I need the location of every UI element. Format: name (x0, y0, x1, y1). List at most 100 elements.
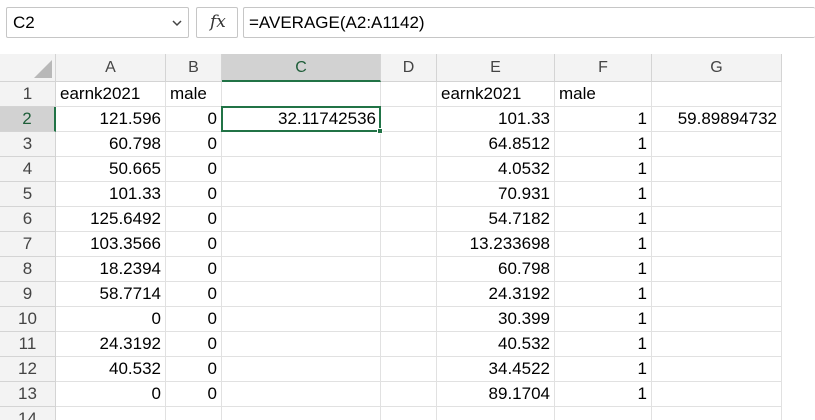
cell-g9[interactable] (652, 282, 782, 307)
cell-g5[interactable] (652, 182, 782, 207)
cell-d7[interactable] (381, 232, 437, 257)
cell-c11[interactable] (222, 332, 381, 357)
cell-c12[interactable] (222, 357, 381, 382)
select-all-button[interactable] (0, 54, 56, 82)
column-header-g[interactable]: G (652, 54, 782, 82)
cell-f9[interactable]: 1 (555, 282, 652, 307)
cell-a14[interactable] (56, 407, 166, 420)
cell-g2[interactable]: 59.89894732 (652, 107, 782, 132)
cell-f10[interactable]: 1 (555, 307, 652, 332)
cell-d12[interactable] (381, 357, 437, 382)
cell-g4[interactable] (652, 157, 782, 182)
cell-g12[interactable] (652, 357, 782, 382)
cell-d1[interactable] (381, 82, 437, 107)
column-header-a[interactable]: A (56, 54, 166, 82)
cell-c6[interactable] (222, 207, 381, 232)
cell-b12[interactable]: 0 (166, 357, 222, 382)
cell-f8[interactable]: 1 (555, 257, 652, 282)
cell-b14[interactable] (166, 407, 222, 420)
cell-c7[interactable] (222, 232, 381, 257)
cell-e14[interactable] (437, 407, 555, 420)
cell-f1[interactable]: male (555, 82, 652, 107)
cell-b7[interactable]: 0 (166, 232, 222, 257)
cell-d6[interactable] (381, 207, 437, 232)
row-header-13[interactable]: 13 (0, 382, 56, 407)
cell-e13[interactable]: 89.1704 (437, 382, 555, 407)
cell-f7[interactable]: 1 (555, 232, 652, 257)
cell-b2[interactable]: 0 (166, 107, 222, 132)
cell-b8[interactable]: 0 (166, 257, 222, 282)
cell-e1[interactable]: earnk2021 (437, 82, 555, 107)
cell-f4[interactable]: 1 (555, 157, 652, 182)
cell-d5[interactable] (381, 182, 437, 207)
cell-g6[interactable] (652, 207, 782, 232)
cell-a7[interactable]: 103.3566 (56, 232, 166, 257)
cell-c8[interactable] (222, 257, 381, 282)
cell-g8[interactable] (652, 257, 782, 282)
cell-c9[interactable] (222, 282, 381, 307)
chevron-down-icon[interactable] (171, 18, 183, 28)
cell-a1[interactable]: earnk2021 (56, 82, 166, 107)
cell-f2[interactable]: 1 (555, 107, 652, 132)
cell-f11[interactable]: 1 (555, 332, 652, 357)
cell-a4[interactable]: 50.665 (56, 157, 166, 182)
cell-c3[interactable] (222, 132, 381, 157)
cell-f3[interactable]: 1 (555, 132, 652, 157)
cell-g3[interactable] (652, 132, 782, 157)
cell-d9[interactable] (381, 282, 437, 307)
cell-c10[interactable] (222, 307, 381, 332)
cell-g1[interactable] (652, 82, 782, 107)
cell-b4[interactable]: 0 (166, 157, 222, 182)
row-header-1[interactable]: 1 (0, 82, 56, 107)
cell-e11[interactable]: 40.532 (437, 332, 555, 357)
cell-a9[interactable]: 58.7714 (56, 282, 166, 307)
column-header-f[interactable]: F (555, 54, 652, 82)
cell-c5[interactable] (222, 182, 381, 207)
cell-c14[interactable] (222, 407, 381, 420)
cell-g13[interactable] (652, 382, 782, 407)
cell-e8[interactable]: 60.798 (437, 257, 555, 282)
formula-input[interactable]: =AVERAGE(A2:A1142) (243, 7, 815, 38)
cell-d3[interactable] (381, 132, 437, 157)
cell-b10[interactable]: 0 (166, 307, 222, 332)
cell-d13[interactable] (381, 382, 437, 407)
column-header-d[interactable]: D (381, 54, 437, 82)
cell-e12[interactable]: 34.4522 (437, 357, 555, 382)
cell-e6[interactable]: 54.7182 (437, 207, 555, 232)
cell-b5[interactable]: 0 (166, 182, 222, 207)
cell-a3[interactable]: 60.798 (56, 132, 166, 157)
row-header-12[interactable]: 12 (0, 357, 56, 382)
column-header-c[interactable]: C (222, 54, 381, 82)
cell-a11[interactable]: 24.3192 (56, 332, 166, 357)
cell-b13[interactable]: 0 (166, 382, 222, 407)
cell-f5[interactable]: 1 (555, 182, 652, 207)
cell-d8[interactable] (381, 257, 437, 282)
cell-e10[interactable]: 30.399 (437, 307, 555, 332)
cell-f12[interactable]: 1 (555, 357, 652, 382)
cell-d14[interactable] (381, 407, 437, 420)
cell-g7[interactable] (652, 232, 782, 257)
cell-a13[interactable]: 0 (56, 382, 166, 407)
fill-handle[interactable] (377, 128, 383, 134)
insert-function-button[interactable]: fx (196, 7, 238, 38)
cell-f14[interactable] (555, 407, 652, 420)
cell-c4[interactable] (222, 157, 381, 182)
row-header-6[interactable]: 6 (0, 207, 56, 232)
column-header-e[interactable]: E (437, 54, 555, 82)
row-header-10[interactable]: 10 (0, 307, 56, 332)
cell-a10[interactable]: 0 (56, 307, 166, 332)
cell-a6[interactable]: 125.6492 (56, 207, 166, 232)
cell-e9[interactable]: 24.3192 (437, 282, 555, 307)
cell-a2[interactable]: 121.596 (56, 107, 166, 132)
cell-e2[interactable]: 101.33 (437, 107, 555, 132)
cell-a5[interactable]: 101.33 (56, 182, 166, 207)
cell-e5[interactable]: 70.931 (437, 182, 555, 207)
cell-d11[interactable] (381, 332, 437, 357)
cell-d4[interactable] (381, 157, 437, 182)
row-header-2[interactable]: 2 (0, 107, 56, 132)
row-header-14[interactable]: 14 (0, 407, 56, 420)
cell-b6[interactable]: 0 (166, 207, 222, 232)
cell-g10[interactable] (652, 307, 782, 332)
cell-e3[interactable]: 64.8512 (437, 132, 555, 157)
cell-e4[interactable]: 4.0532 (437, 157, 555, 182)
